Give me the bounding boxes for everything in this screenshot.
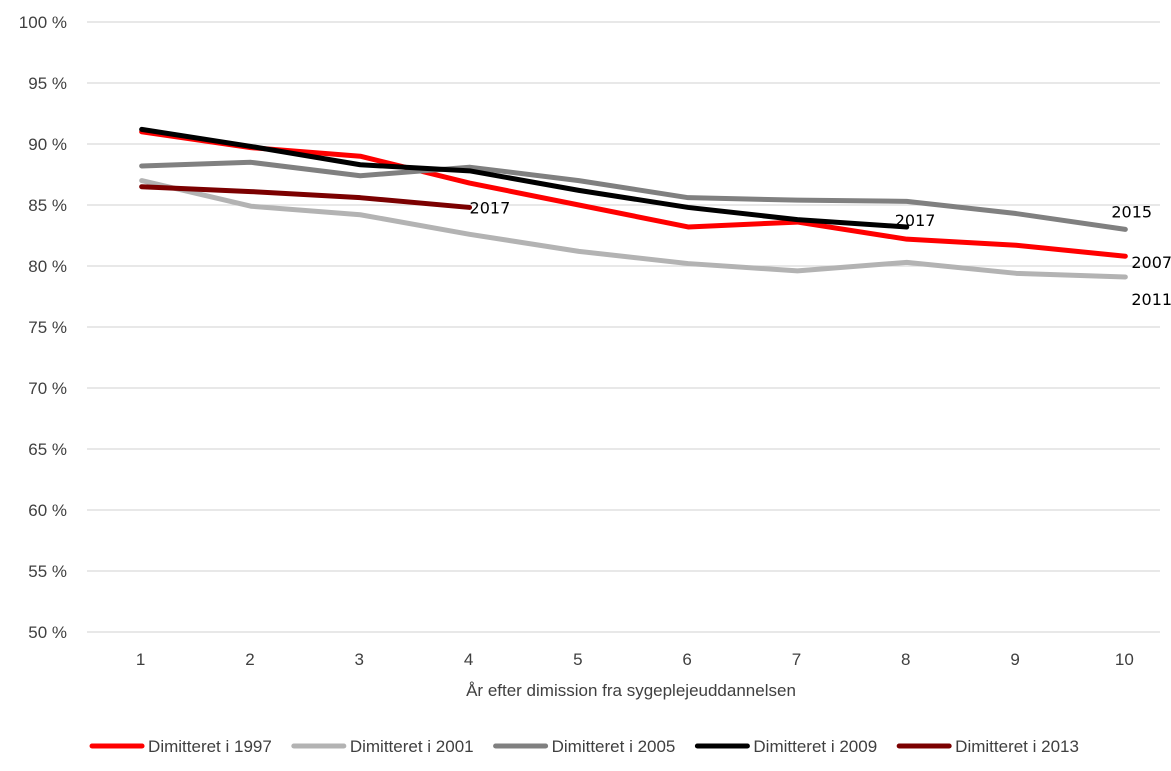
y-tick-label: 100 %: [19, 13, 67, 32]
legend-item: Dimitteret i 2013: [896, 737, 1079, 756]
y-tick-label: 70 %: [28, 379, 67, 398]
y-tick-label: 50 %: [28, 623, 67, 642]
x-tick-label: 4: [464, 650, 473, 669]
y-axis-tick-labels: 50 % 55 % 60 % 65 % 70 % 75 % 80 % 85 % 90 % 95 %…: [19, 13, 67, 642]
y-tick-label: 80 %: [28, 257, 67, 276]
legend-item: Dimitteret i 2009: [694, 737, 877, 756]
x-tick-label: 3: [355, 650, 364, 669]
y-tick-label: 95 %: [28, 74, 67, 93]
x-tick-label: 10: [1115, 650, 1134, 669]
x-axis-tick-labels: 1 2 3 4 5 6 7 8 9 10: [136, 650, 1134, 669]
x-tick-label: 1: [136, 650, 145, 669]
y-tick-label: 65 %: [28, 440, 67, 459]
series-line: [139, 178, 1128, 280]
legend-item: Dimitteret i 2001: [291, 737, 474, 756]
gridlines: [87, 21, 1160, 633]
series-line: [139, 184, 473, 210]
series-end-label: 2011: [1131, 290, 1171, 309]
series-end-label: 2007: [1131, 253, 1171, 272]
series-line: [139, 159, 1128, 232]
y-tick-label: 90 %: [28, 135, 67, 154]
series-line: [139, 129, 1128, 259]
legend: Dimitteret i 1997 Dimitteret i 2001 Dimitt…: [89, 737, 1079, 756]
x-tick-label: 6: [682, 650, 691, 669]
legend-label: Dimitteret i 2001: [350, 737, 474, 756]
series-line: [139, 126, 910, 230]
x-axis-title: År efter dimission fra sygeplejeuddannel…: [466, 681, 796, 700]
y-tick-label: 85 %: [28, 196, 67, 215]
legend-item: Dimitteret i 2005: [493, 737, 676, 756]
x-tick-label: 9: [1010, 650, 1019, 669]
y-tick-label: 55 %: [28, 562, 67, 581]
legend-label: Dimitteret i 2009: [753, 737, 877, 756]
series-lines: [139, 126, 1128, 280]
x-tick-label: 7: [792, 650, 801, 669]
x-tick-label: 5: [573, 650, 582, 669]
legend-label: Dimitteret i 1997: [148, 737, 272, 756]
y-tick-label: 75 %: [28, 318, 67, 337]
x-tick-label: 2: [245, 650, 254, 669]
legend-item: Dimitteret i 1997: [89, 737, 272, 756]
legend-label: Dimitteret i 2013: [955, 737, 1079, 756]
series-end-label: 2015: [1111, 202, 1152, 221]
series-end-label: 2017: [470, 198, 511, 217]
x-tick-label: 8: [901, 650, 910, 669]
legend-label: Dimitteret i 2005: [552, 737, 676, 756]
y-tick-label: 60 %: [28, 501, 67, 520]
series-end-labels: 2007 2011 2015 2017 2017: [470, 198, 1171, 309]
series-end-label: 2017: [895, 211, 936, 230]
